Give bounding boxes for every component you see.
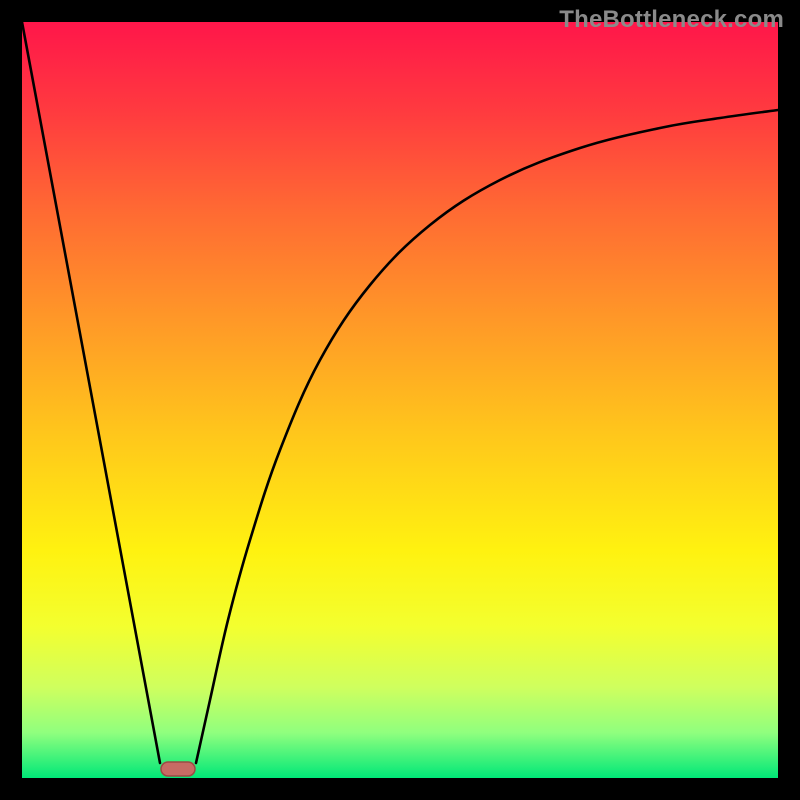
chart-container: TheBottleneck.com [0,0,800,800]
minimum-marker [161,762,195,776]
bottleneck-chart [0,0,800,800]
plot-area [22,22,778,778]
watermark-text: TheBottleneck.com [559,6,784,34]
